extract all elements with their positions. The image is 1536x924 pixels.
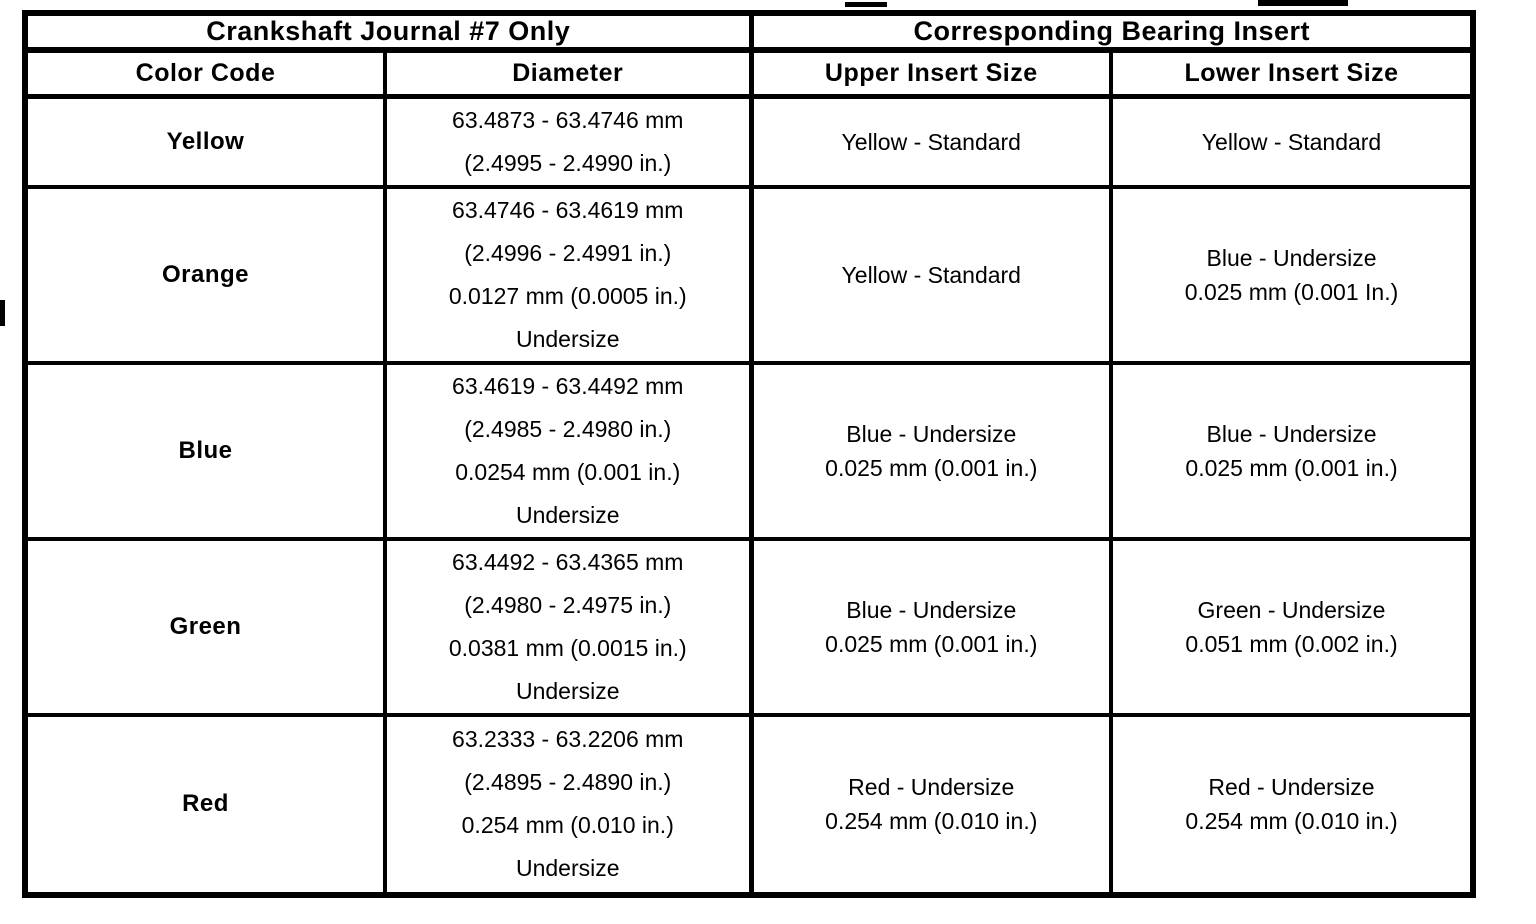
insert-line: Blue - Undersize: [1206, 244, 1377, 271]
cell-upper-insert: Blue - Undersize 0.025 mm (0.001 in.): [748, 536, 1114, 717]
diameter-line: Undersize: [515, 677, 620, 704]
table-row-orange: Orange 63.4746 - 63.4619 mm (2.4996 - 2.…: [23, 184, 1476, 365]
group-header-bearing-insert: Corresponding Bearing Insert: [748, 11, 1476, 53]
cell-upper-insert: Yellow - Standard: [748, 184, 1114, 365]
cell-upper-insert: Yellow - Standard: [748, 94, 1114, 189]
cell-diameter: 63.4492 - 63.4365 mm (2.4980 - 2.4975 in…: [382, 536, 754, 717]
insert-line: Yellow - Standard: [841, 128, 1021, 155]
insert-line: Yellow - Standard: [1201, 128, 1382, 155]
column-header-row: Color Code Diameter Upper Insert Size Lo…: [23, 48, 1476, 99]
cell-color-code: Orange: [23, 184, 387, 365]
cell-diameter: 63.4746 - 63.4619 mm (2.4996 - 2.4991 in…: [382, 184, 754, 365]
cell-diameter: 63.4619 - 63.4492 mm (2.4985 - 2.4980 in…: [382, 360, 754, 541]
diameter-line: Undersize: [515, 855, 620, 881]
diameter-line: (2.4980 - 2.4975 in.): [464, 591, 672, 618]
cell-lower-insert: Yellow - Standard: [1109, 94, 1476, 189]
table-row-green: Green 63.4492 - 63.4365 mm (2.4980 - 2.4…: [23, 536, 1476, 717]
insert-line: 0.254 mm (0.010 in.): [825, 808, 1038, 834]
diameter-line: (2.4996 - 2.4991 in.): [464, 239, 672, 266]
group-header-row: Crankshaft Journal #7 Only Corresponding…: [22, 11, 1476, 53]
cell-lower-insert: Green - Undersize 0.051 mm (0.002 in.): [1109, 536, 1476, 717]
cell-color-code: Blue: [23, 360, 387, 541]
cell-color-code: Red: [23, 712, 387, 897]
insert-line: 0.025 mm (0.001 in.): [1185, 454, 1398, 481]
insert-line: 0.025 mm (0.001 in.): [825, 630, 1038, 657]
insert-line: 0.254 mm (0.010 in.): [1185, 808, 1398, 834]
insert-line: Red - Undersize: [848, 774, 1015, 800]
diameter-line: (2.4895 - 2.4890 in.): [464, 769, 672, 795]
insert-line: Blue - Undersize: [846, 420, 1017, 447]
diameter-line: 0.254 mm (0.010 in.): [461, 812, 674, 838]
cell-diameter: 63.4873 - 63.4746 mm (2.4995 - 2.4990 in…: [382, 94, 754, 189]
table-row-blue: Blue 63.4619 - 63.4492 mm (2.4985 - 2.49…: [23, 360, 1476, 541]
cell-color-code: Green: [23, 536, 387, 717]
cell-lower-insert: Blue - Undersize 0.025 mm (0.001 in.): [1109, 360, 1476, 541]
diameter-line: 63.4873 - 63.4746 mm: [452, 106, 684, 133]
cell-upper-insert: Blue - Undersize 0.025 mm (0.001 in.): [748, 360, 1114, 541]
insert-line: 0.025 mm (0.001 In.): [1184, 278, 1399, 305]
insert-line: Blue - Undersize: [846, 596, 1017, 623]
col-header-diameter: Diameter: [382, 48, 754, 99]
cell-lower-insert: Blue - Undersize 0.025 mm (0.001 In.): [1109, 184, 1476, 365]
table-row-yellow: Yellow 63.4873 - 63.4746 mm (2.4995 - 2.…: [23, 94, 1476, 189]
cell-upper-insert: Red - Undersize 0.254 mm (0.010 in.): [748, 712, 1114, 897]
col-header-color-code: Color Code: [23, 48, 387, 99]
diameter-line: Undersize: [515, 325, 620, 352]
insert-line: Green - Undersize: [1197, 596, 1386, 623]
col-header-lower-insert: Lower Insert Size: [1109, 48, 1476, 99]
diameter-line: 0.0381 mm (0.0015 in.): [448, 634, 687, 661]
insert-line: Blue - Undersize: [1206, 420, 1377, 447]
scan-artifact: [845, 2, 887, 7]
diameter-line: 63.4492 - 63.4365 mm: [452, 548, 684, 575]
diameter-line: 63.4619 - 63.4492 mm: [452, 372, 684, 399]
insert-line: 0.025 mm (0.001 in.): [825, 454, 1038, 481]
diameter-line: Undersize: [515, 501, 620, 528]
diameter-line: 0.0254 mm (0.001 in.): [455, 458, 681, 485]
diameter-line: 63.4746 - 63.4619 mm: [452, 196, 684, 223]
col-header-upper-insert: Upper Insert Size: [748, 48, 1114, 99]
scan-artifact: [1258, 0, 1348, 6]
insert-line: Yellow - Standard: [841, 261, 1021, 288]
insert-line: Red - Undersize: [1208, 774, 1375, 800]
group-header-crankshaft-journal: Crankshaft Journal #7 Only: [22, 11, 754, 53]
scan-artifact: [0, 300, 5, 326]
cell-color-code: Yellow: [23, 94, 387, 189]
insert-line: 0.051 mm (0.002 in.): [1185, 630, 1398, 657]
diameter-line: (2.4985 - 2.4980 in.): [464, 415, 672, 442]
diameter-line: 0.0127 mm (0.0005 in.): [448, 282, 687, 309]
bearing-insert-spec-table: Crankshaft Journal #7 Only Corresponding…: [22, 10, 1477, 898]
cell-lower-insert: Red - Undersize 0.254 mm (0.010 in.): [1109, 712, 1476, 897]
diameter-line: 63.2333 - 63.2206 mm: [452, 726, 684, 752]
cell-diameter: 63.2333 - 63.2206 mm (2.4895 - 2.4890 in…: [382, 712, 754, 897]
diameter-line: (2.4995 - 2.4990 in.): [464, 149, 672, 176]
table-row-red: Red 63.2333 - 63.2206 mm (2.4895 - 2.489…: [23, 712, 1476, 897]
